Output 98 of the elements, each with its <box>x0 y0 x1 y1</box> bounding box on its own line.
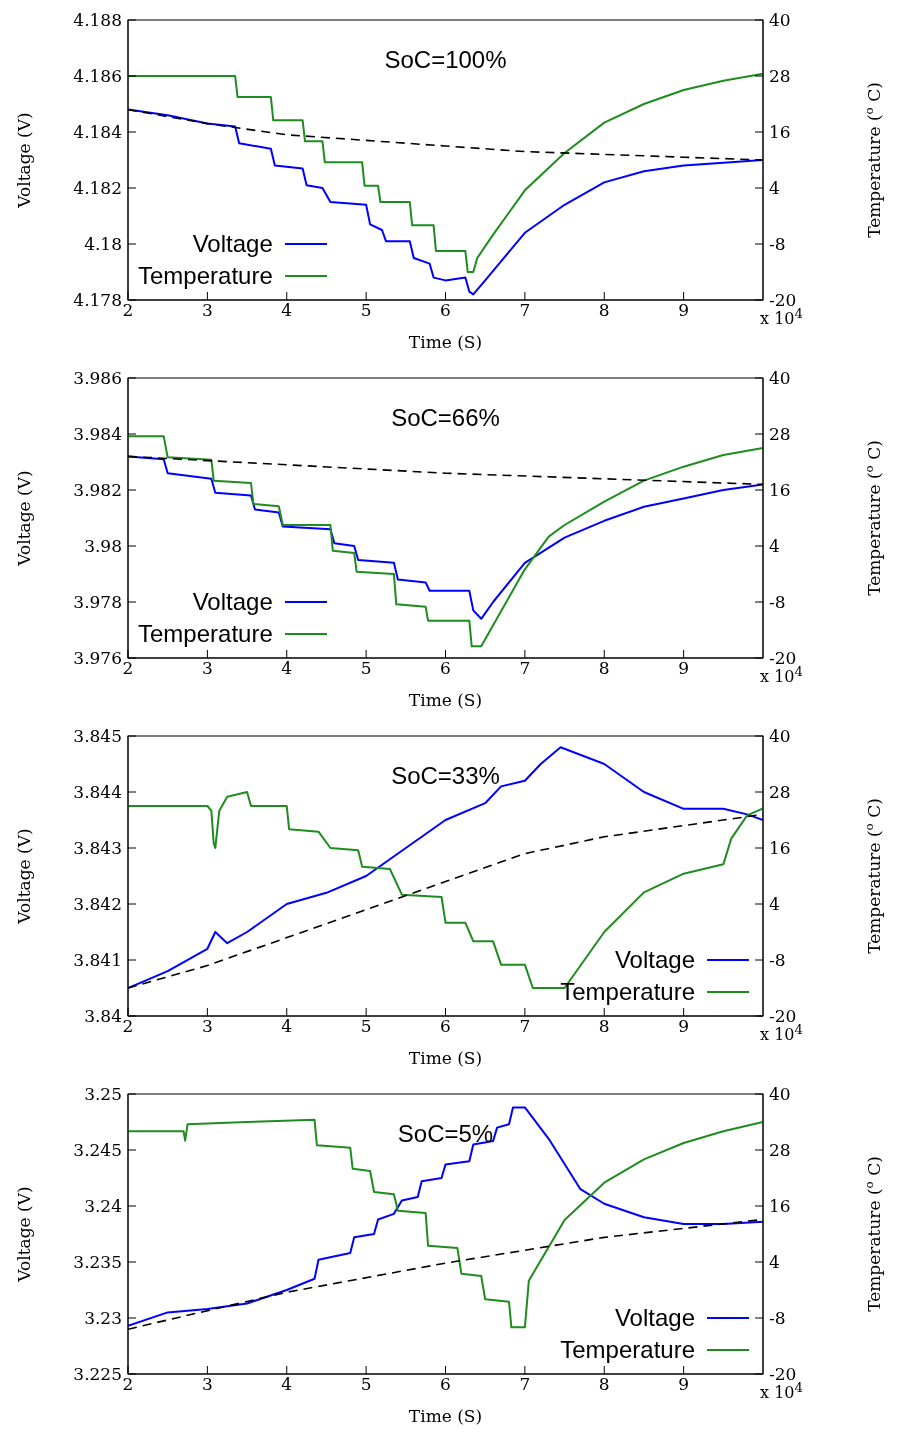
legend-label: Temperature <box>138 619 273 649</box>
y-tick-label: 3.245 <box>73 1140 122 1161</box>
y2-tick-label: 4 <box>769 178 780 199</box>
y-tick-label: 3.841 <box>73 950 122 971</box>
y-tick-label: 3.84 <box>84 1006 122 1027</box>
x-tick-label: 5 <box>360 1016 372 1037</box>
y-tick-label: 3.98 <box>84 536 122 557</box>
y2-tick-label: 28 <box>769 1140 791 1161</box>
y-tick-label: 3.23 <box>84 1308 122 1329</box>
y-tick-label: 3.225 <box>73 1364 122 1385</box>
y-tick-label: 3.235 <box>73 1252 122 1273</box>
text: SoC=33% <box>390 762 501 790</box>
y-tick-label: 4.188 <box>73 10 122 31</box>
y2-tick-label: 16 <box>769 480 791 501</box>
x-tick-label: 7 <box>519 658 531 679</box>
x-tick-label: 6 <box>440 1374 451 1395</box>
y-tick-label: 3.843 <box>73 838 122 859</box>
y-tick-label: 4.186 <box>73 66 122 87</box>
y2-tick-label: 16 <box>769 1196 791 1217</box>
y-tick-label: 3.842 <box>73 894 122 915</box>
y2-tick-label: -8 <box>769 950 786 971</box>
y-tick-label: 3.982 <box>73 480 122 501</box>
x-tick-label: 2 <box>122 1374 134 1395</box>
x-tick-label: 5 <box>360 1374 372 1395</box>
x-axis-title: Time (S) <box>408 332 483 352</box>
x-tick-label: 5 <box>360 658 372 679</box>
y2-tick-label: 4 <box>769 1252 780 1273</box>
y2-tick-label: 40 <box>769 1084 791 1105</box>
x-tick-label: 8 <box>598 1016 610 1037</box>
x-tick-label: 6 <box>440 300 451 321</box>
y-tick-label: 3.976 <box>73 648 122 669</box>
y2-tick-label: -8 <box>769 592 786 613</box>
line-series <box>128 455 763 620</box>
y-tick-label: 4.18 <box>84 234 122 255</box>
x-tick-label: 6 <box>440 1016 451 1037</box>
text: SoC=100% <box>383 46 508 74</box>
y2-tick-label: -8 <box>769 234 786 255</box>
y-tick-label: 4.178 <box>73 290 122 311</box>
y2-tick-label: 28 <box>769 782 791 803</box>
text: SoC=5% <box>396 1120 495 1148</box>
legend-label: Temperature <box>560 977 695 1007</box>
legend-label: Temperature <box>138 261 273 291</box>
y2-tick-label: 16 <box>769 122 791 143</box>
x-axis-title: Time (S) <box>408 1048 483 1068</box>
x-tick-label: 9 <box>678 1016 690 1037</box>
x-axis-title: Time (S) <box>408 690 483 710</box>
y2-tick-label: 40 <box>769 10 791 31</box>
x-tick-label: 9 <box>678 1374 690 1395</box>
y2-tick-label: 28 <box>769 66 791 87</box>
y2-tick-label: 40 <box>769 726 791 747</box>
legend-label: Voltage <box>614 945 695 975</box>
x-tick-label: 7 <box>519 1374 531 1395</box>
y-tick-label: 3.24 <box>84 1196 122 1217</box>
y-axis-title: Voltage (V) <box>14 828 34 925</box>
y-tick-label: 3.25 <box>84 1084 122 1105</box>
y2-tick-label: 4 <box>769 894 780 915</box>
y-tick-label: 3.978 <box>73 592 122 613</box>
legend-label: Voltage <box>192 229 273 259</box>
legend-label: Voltage <box>192 587 273 617</box>
y2-tick-label: 16 <box>769 838 791 859</box>
x-tick-label: 4 <box>281 658 293 679</box>
legend-label: Temperature <box>560 1335 695 1365</box>
y-tick-label: 3.845 <box>73 726 122 747</box>
x-tick-label: 3 <box>201 300 213 321</box>
x-tick-label: 7 <box>519 1016 531 1037</box>
text: SoC=66% <box>390 404 501 432</box>
x-tick-label: 9 <box>678 658 690 679</box>
x-tick-label: 3 <box>201 658 213 679</box>
x-tick-label: 3 <box>201 1016 213 1037</box>
x-tick-label: 2 <box>122 1016 134 1037</box>
y-tick-label: 3.844 <box>73 782 122 803</box>
x-axis-title: Time (S) <box>408 1406 483 1426</box>
y2-tick-label: 40 <box>769 368 791 389</box>
y2-tick-label: 28 <box>769 424 791 445</box>
x-tick-label: 7 <box>519 300 531 321</box>
x-tick-label: 4 <box>281 300 293 321</box>
x-tick-label: 8 <box>598 300 610 321</box>
x-tick-label: 4 <box>281 1016 293 1037</box>
y-tick-label: 4.184 <box>73 122 122 143</box>
y2-tick-label: 4 <box>769 536 780 557</box>
line-series <box>128 435 763 648</box>
y-tick-label: 4.182 <box>73 178 122 199</box>
y-tick-label: 3.986 <box>73 368 122 389</box>
x-tick-label: 3 <box>201 1374 213 1395</box>
x-tick-label: 2 <box>122 658 134 679</box>
y-axis-title: Voltage (V) <box>14 1186 34 1283</box>
x-tick-label: 4 <box>281 1374 293 1395</box>
y-axis-title: Voltage (V) <box>14 470 34 567</box>
x-tick-label: 8 <box>598 1374 610 1395</box>
y-axis-title: Voltage (V) <box>14 112 34 209</box>
y-tick-label: 3.984 <box>73 424 122 445</box>
y2-tick-label: -8 <box>769 1308 786 1329</box>
x-tick-label: 8 <box>598 658 610 679</box>
x-tick-label: 9 <box>678 300 690 321</box>
x-tick-label: 5 <box>360 300 372 321</box>
legend-label: Voltage <box>614 1303 695 1333</box>
x-tick-label: 6 <box>440 658 451 679</box>
x-tick-label: 2 <box>122 300 134 321</box>
